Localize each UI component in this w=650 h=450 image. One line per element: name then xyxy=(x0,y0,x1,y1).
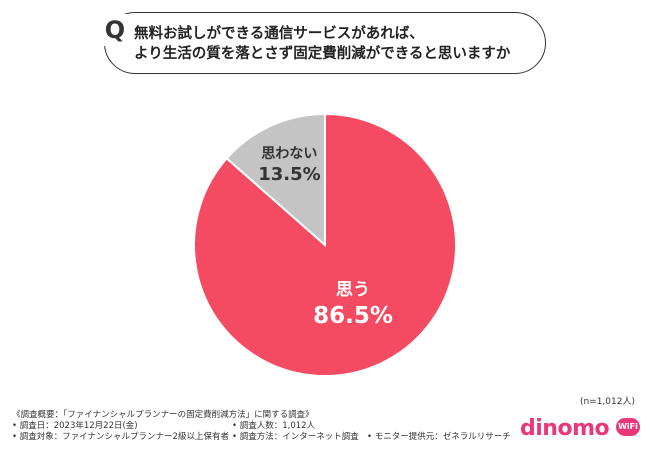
pie-slice-1 xyxy=(225,112,326,248)
slice-label-0: 思う xyxy=(336,280,370,300)
footer-title: 《調査概要：「ファイナンシャルプランナーの固定費削減方法」に関する調査》 xyxy=(12,410,314,420)
footer-monitor: • モニター提供元：ゼネラルリサーチ xyxy=(367,432,511,442)
logo-wifi-badge: WiFi xyxy=(616,418,640,436)
question-box xyxy=(104,12,546,74)
slice-value-1: 13.5% xyxy=(258,164,320,185)
footer-method: • 調査方法：インターネット調査 xyxy=(232,432,359,442)
footer-date: • 調査日：2023年12月22日(金) xyxy=(12,421,138,431)
pie-slice-0 xyxy=(193,112,457,377)
sample-size-label: (n=1,012人) xyxy=(579,397,635,407)
question-line-1: 無料お試しができる通信サービスがあれば、 xyxy=(134,26,424,42)
slice-label-1: 思わない xyxy=(261,146,317,162)
dinomo-wifi-logo: dinomo WiFi xyxy=(520,414,640,444)
footer-people: • 調査人数：1,012人 xyxy=(232,421,316,431)
question-text: 無料お試しができる通信サービスがあれば、 より生活の質を落とさず固定費削減ができ… xyxy=(134,24,534,64)
logo-word: dinomo xyxy=(520,416,610,441)
footer-target: • 調査対象：ファイナンシャルプランナー2級以上保有者 xyxy=(12,432,229,442)
question-mark: Q xyxy=(100,14,130,46)
slice-value-0: 86.5% xyxy=(313,303,393,329)
question-line-2: より生活の質を落とさず固定費削減ができると思いますか xyxy=(134,46,511,62)
